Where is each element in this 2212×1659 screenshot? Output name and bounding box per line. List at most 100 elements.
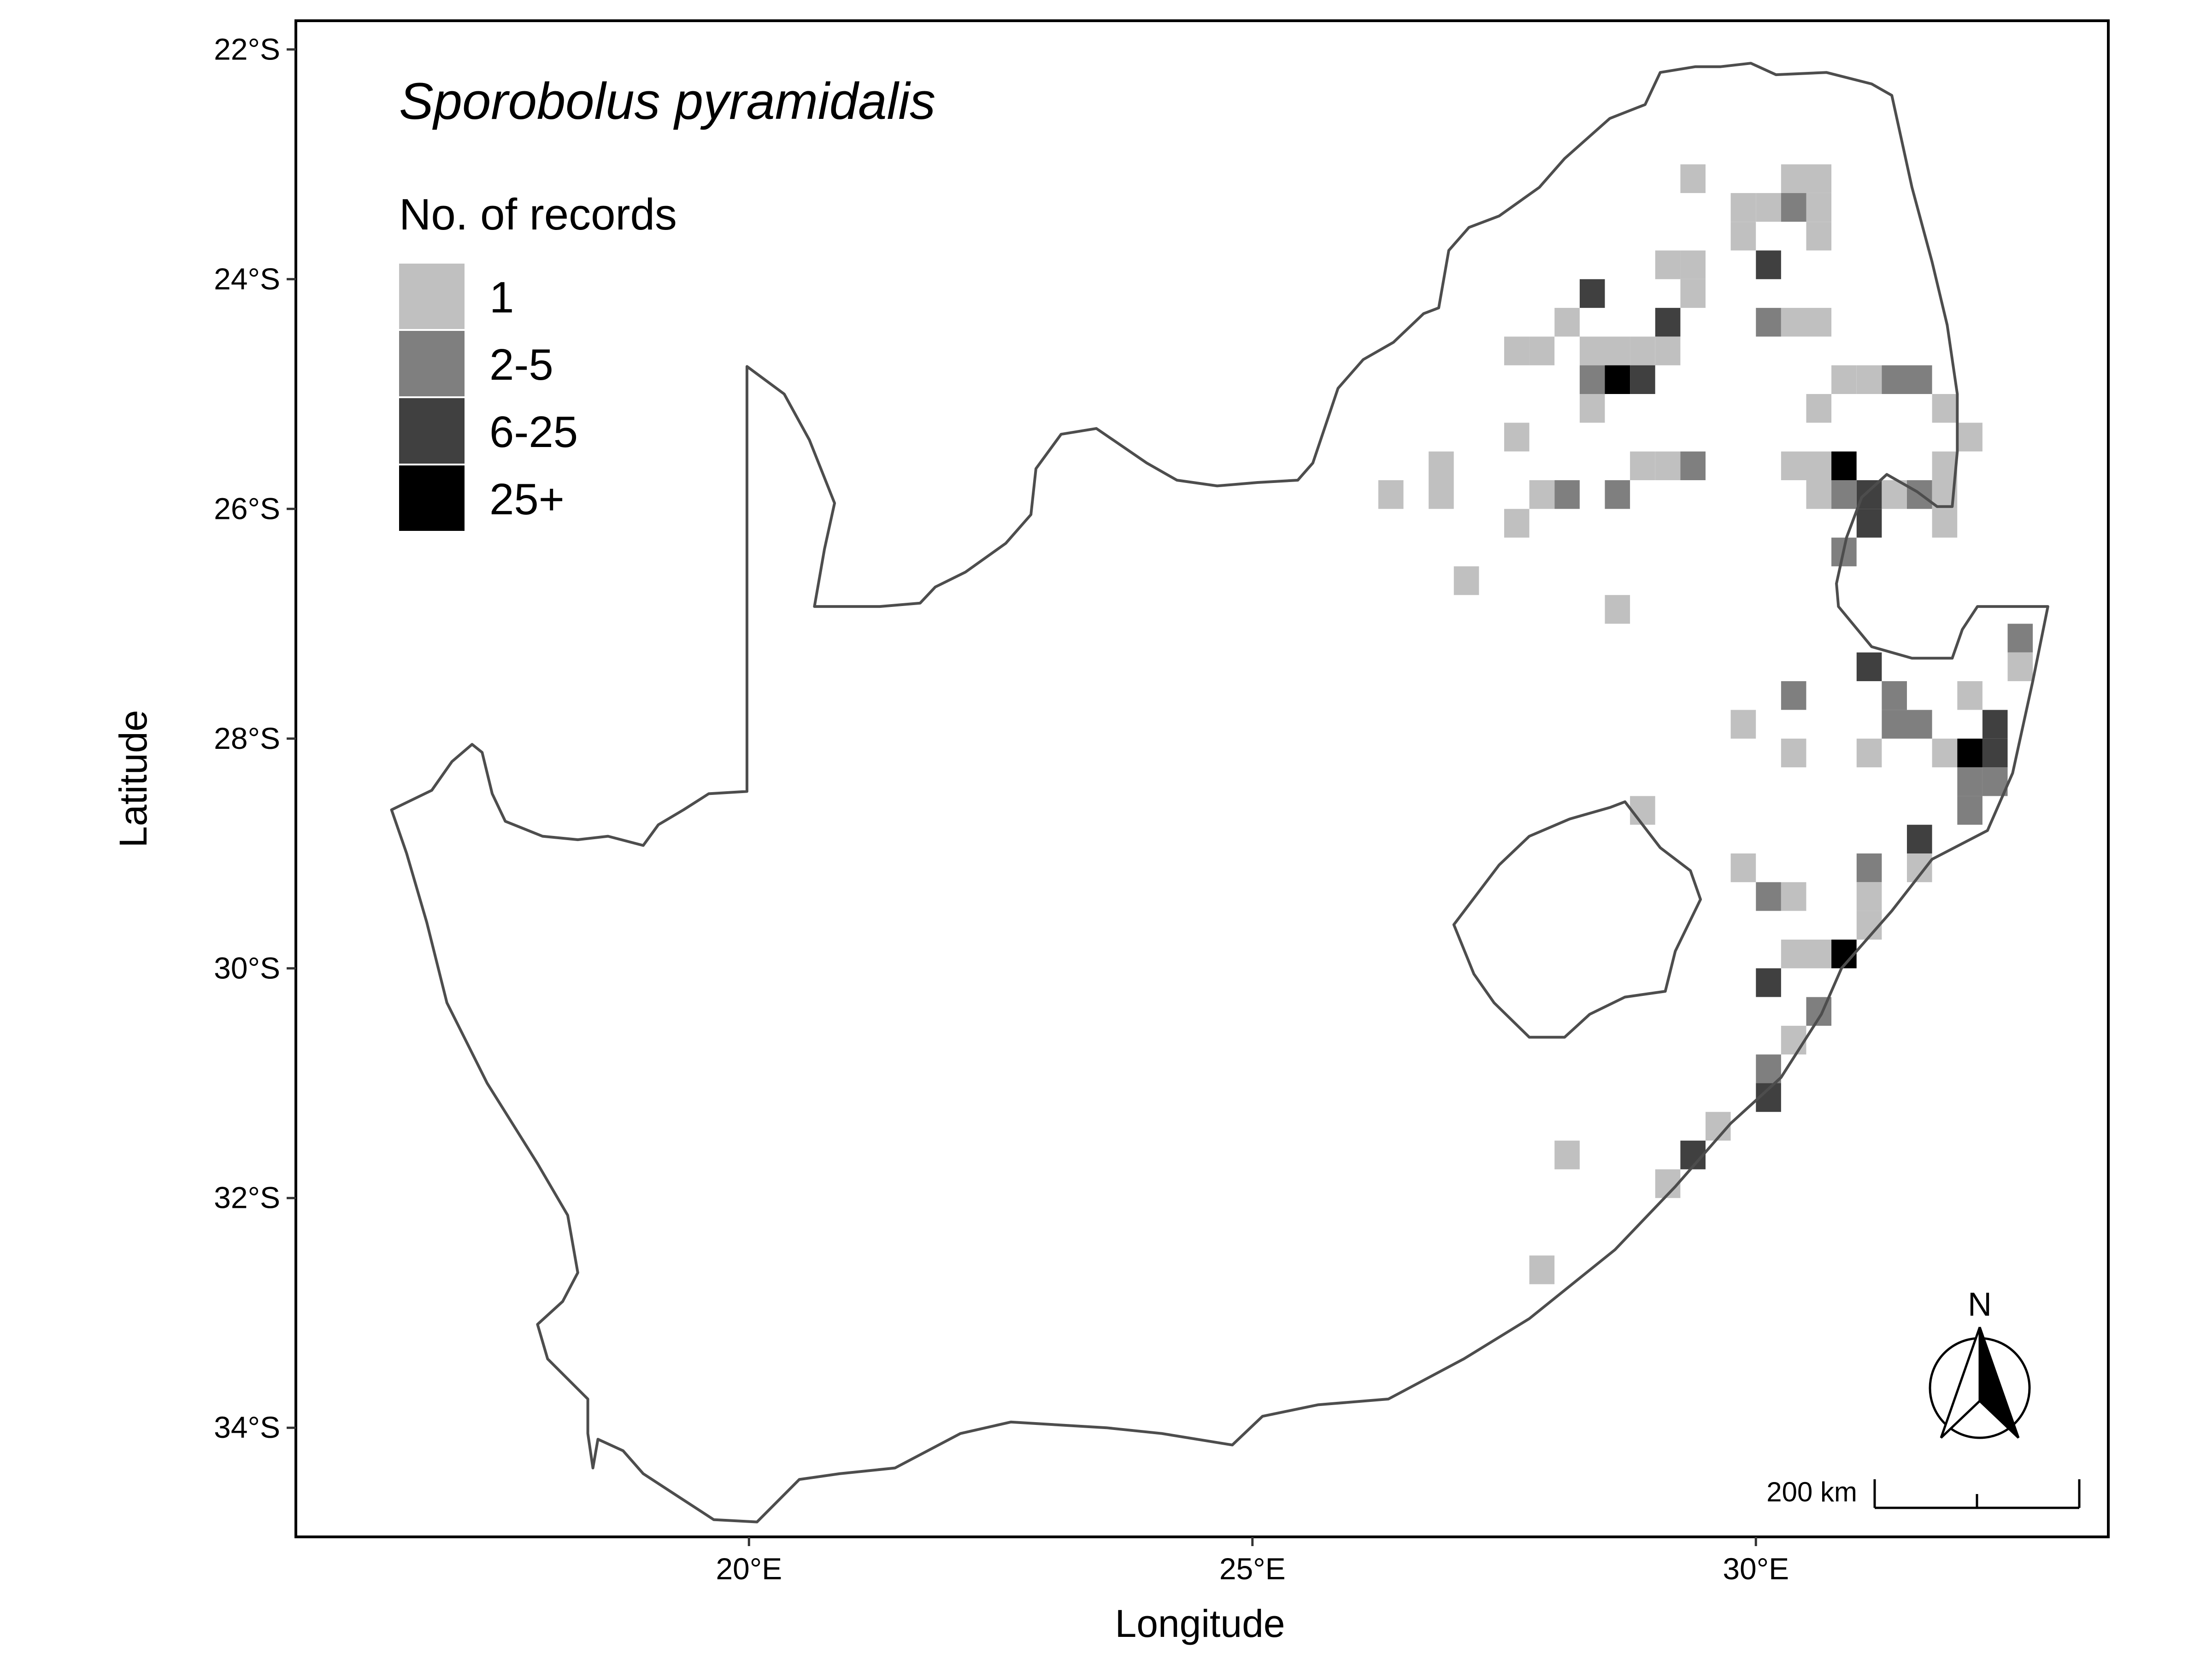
record-cell bbox=[1730, 710, 1756, 739]
north-arrow-right-half bbox=[1978, 1327, 2020, 1439]
record-cell bbox=[1856, 882, 1882, 911]
record-cell bbox=[1806, 308, 1832, 337]
record-cell bbox=[1756, 968, 1781, 997]
record-cell bbox=[1982, 710, 2008, 739]
record-cell bbox=[1831, 480, 1857, 509]
north-label: N bbox=[1968, 1286, 1992, 1323]
record-cell bbox=[1957, 681, 1983, 710]
legend-key-25-plus bbox=[399, 465, 465, 531]
legend-label-25-plus: 25+ bbox=[489, 475, 565, 524]
record-cell bbox=[1529, 336, 1555, 365]
record-cell bbox=[1856, 480, 1882, 509]
legend-label-2-5: 2-5 bbox=[489, 340, 553, 389]
record-cell bbox=[1429, 451, 1454, 480]
record-cell bbox=[2007, 652, 2033, 682]
record-cell bbox=[1781, 939, 1806, 969]
country-borders bbox=[390, 62, 2049, 1524]
record-cell bbox=[1882, 681, 1907, 710]
record-cell bbox=[1655, 336, 1681, 365]
axes: 20°E 25°E 30°E 22°S 24°S 26°S 28°S 30°S 32°S 34°S bbox=[214, 32, 1789, 1586]
record-cell bbox=[1429, 480, 1454, 509]
legend-label-6-25: 6-25 bbox=[489, 407, 578, 457]
record-cell bbox=[1378, 480, 1404, 509]
legend-key-2-5 bbox=[399, 331, 465, 396]
record-cell bbox=[1630, 365, 1655, 394]
record-cell bbox=[1856, 365, 1882, 394]
record-cell bbox=[1630, 796, 1655, 825]
record-cell bbox=[1907, 365, 1932, 394]
record-cell bbox=[1882, 365, 1907, 394]
record-cell bbox=[1529, 480, 1555, 509]
species-title: Sporobolus pyramidalis bbox=[399, 72, 935, 130]
north-arrow: N bbox=[1929, 1286, 2031, 1439]
y-tick-label: 32°S bbox=[214, 1181, 280, 1215]
record-cell bbox=[1730, 853, 1756, 882]
record-cell bbox=[1579, 365, 1605, 394]
scale-bar: 200 km bbox=[1766, 1477, 2081, 1509]
record-cell bbox=[1605, 336, 1630, 365]
record-cell bbox=[1680, 279, 1706, 308]
y-tick-label: 34°S bbox=[214, 1410, 280, 1444]
record-cell bbox=[1655, 250, 1681, 279]
record-cell bbox=[1680, 451, 1706, 480]
y-tick-label: 28°S bbox=[214, 721, 280, 755]
record-cell bbox=[2007, 624, 2033, 653]
record-cell bbox=[1781, 882, 1806, 911]
record-cell bbox=[1605, 365, 1630, 394]
record-cell bbox=[1453, 566, 1479, 595]
x-tick-label: 30°E bbox=[1723, 1552, 1789, 1586]
record-cell bbox=[1781, 738, 1806, 768]
y-tick-label: 26°S bbox=[214, 491, 280, 525]
record-cell bbox=[1730, 193, 1756, 222]
record-cell bbox=[1579, 336, 1605, 365]
record-cell bbox=[1630, 451, 1655, 480]
record-cell bbox=[1907, 710, 1932, 739]
record-cell bbox=[1932, 451, 1958, 480]
legend-key-1 bbox=[399, 264, 465, 329]
y-tick-label: 22°S bbox=[214, 32, 280, 66]
record-cell bbox=[1806, 939, 1832, 969]
record-cell bbox=[1806, 451, 1832, 480]
legend-title: No. of records bbox=[399, 190, 677, 239]
record-cell bbox=[1504, 509, 1530, 538]
record-cell bbox=[1856, 853, 1882, 882]
record-cell bbox=[1630, 336, 1655, 365]
record-cell bbox=[1907, 824, 1932, 853]
record-cell bbox=[1957, 796, 1983, 825]
record-cell bbox=[1932, 394, 1958, 423]
record-cell bbox=[1806, 480, 1832, 509]
x-tick-label: 20°E bbox=[716, 1552, 782, 1586]
record-cell bbox=[1982, 738, 2008, 768]
record-cell bbox=[1655, 308, 1681, 337]
record-cell bbox=[1806, 193, 1832, 222]
record-cell bbox=[1605, 480, 1630, 509]
y-tick-label: 30°S bbox=[214, 951, 280, 985]
record-cell bbox=[1680, 250, 1706, 279]
record-cell bbox=[1781, 1025, 1806, 1055]
record-cell bbox=[1957, 767, 1983, 796]
record-cell bbox=[1579, 394, 1605, 423]
record-cell bbox=[1554, 308, 1580, 337]
x-axis-label: Longitude bbox=[1115, 1602, 1285, 1645]
record-cell bbox=[1781, 164, 1806, 193]
record-cell bbox=[1831, 365, 1857, 394]
record-cell bbox=[1781, 193, 1806, 222]
lesotho-border bbox=[1452, 800, 1702, 1039]
record-cell bbox=[1831, 451, 1857, 480]
record-cell bbox=[1529, 1255, 1555, 1284]
record-cell bbox=[1756, 193, 1781, 222]
record-cell bbox=[1856, 509, 1882, 538]
record-cells bbox=[1378, 164, 2033, 1284]
legend-label-1: 1 bbox=[489, 273, 514, 322]
record-cell bbox=[1806, 394, 1832, 423]
record-cell bbox=[1579, 279, 1605, 308]
record-cell bbox=[1655, 451, 1681, 480]
record-cell bbox=[1605, 595, 1630, 624]
record-cell bbox=[1907, 853, 1932, 882]
record-cell bbox=[1781, 451, 1806, 480]
record-cell bbox=[1554, 480, 1580, 509]
record-cell bbox=[1680, 164, 1706, 193]
record-cell bbox=[1730, 222, 1756, 251]
